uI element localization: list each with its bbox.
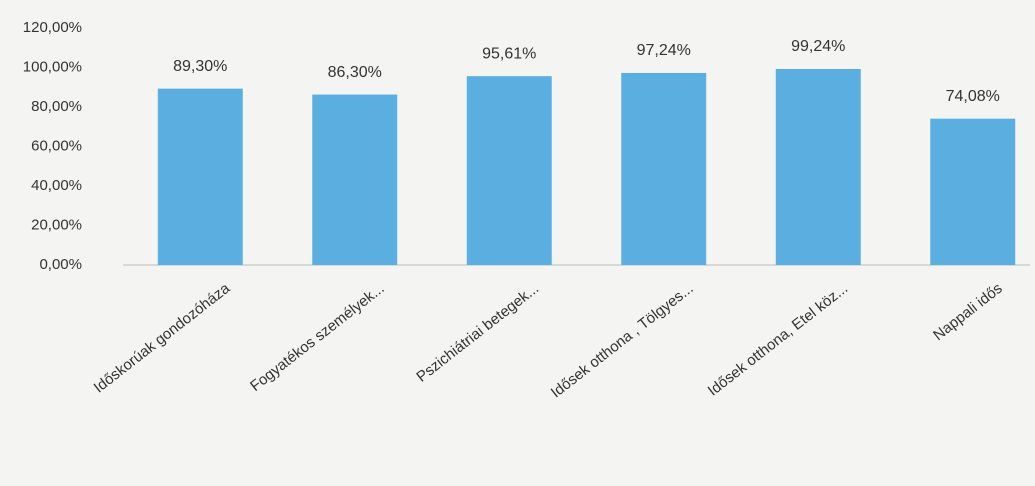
y-tick-label: 80,00% [31,98,82,115]
bar [312,94,398,266]
y-tick-label: 100,00% [23,58,82,75]
x-tick-label: Fogyatékos személyek... [247,280,388,395]
y-tick-label: 0,00% [39,256,82,273]
y-tick-label: 60,00% [31,137,82,154]
bar [466,76,552,265]
x-tick-label: Idősek otthona , Tölgyes... [548,280,697,402]
bar [775,69,861,265]
bar [621,72,707,266]
y-tick-label: 120,00% [23,19,82,36]
x-tick-label: Pszichiátriai betegek... [413,280,542,386]
y-tick-label: 40,00% [31,177,82,194]
bar [157,88,243,265]
value-label: 97,24% [637,42,691,59]
value-label: 95,61% [482,45,536,62]
x-tick-label: Idősek otthona, Etel köz... [705,280,851,400]
value-label: 86,30% [328,64,382,81]
bar [930,118,1016,265]
value-label: 74,08% [946,88,1000,105]
value-label: 99,24% [791,38,845,55]
x-tick-label: Nappali idős [930,280,1006,344]
value-label: 89,30% [173,58,227,75]
y-tick-label: 20,00% [31,216,82,233]
x-tick-label: Időskorúak gondozóháza [91,279,234,396]
